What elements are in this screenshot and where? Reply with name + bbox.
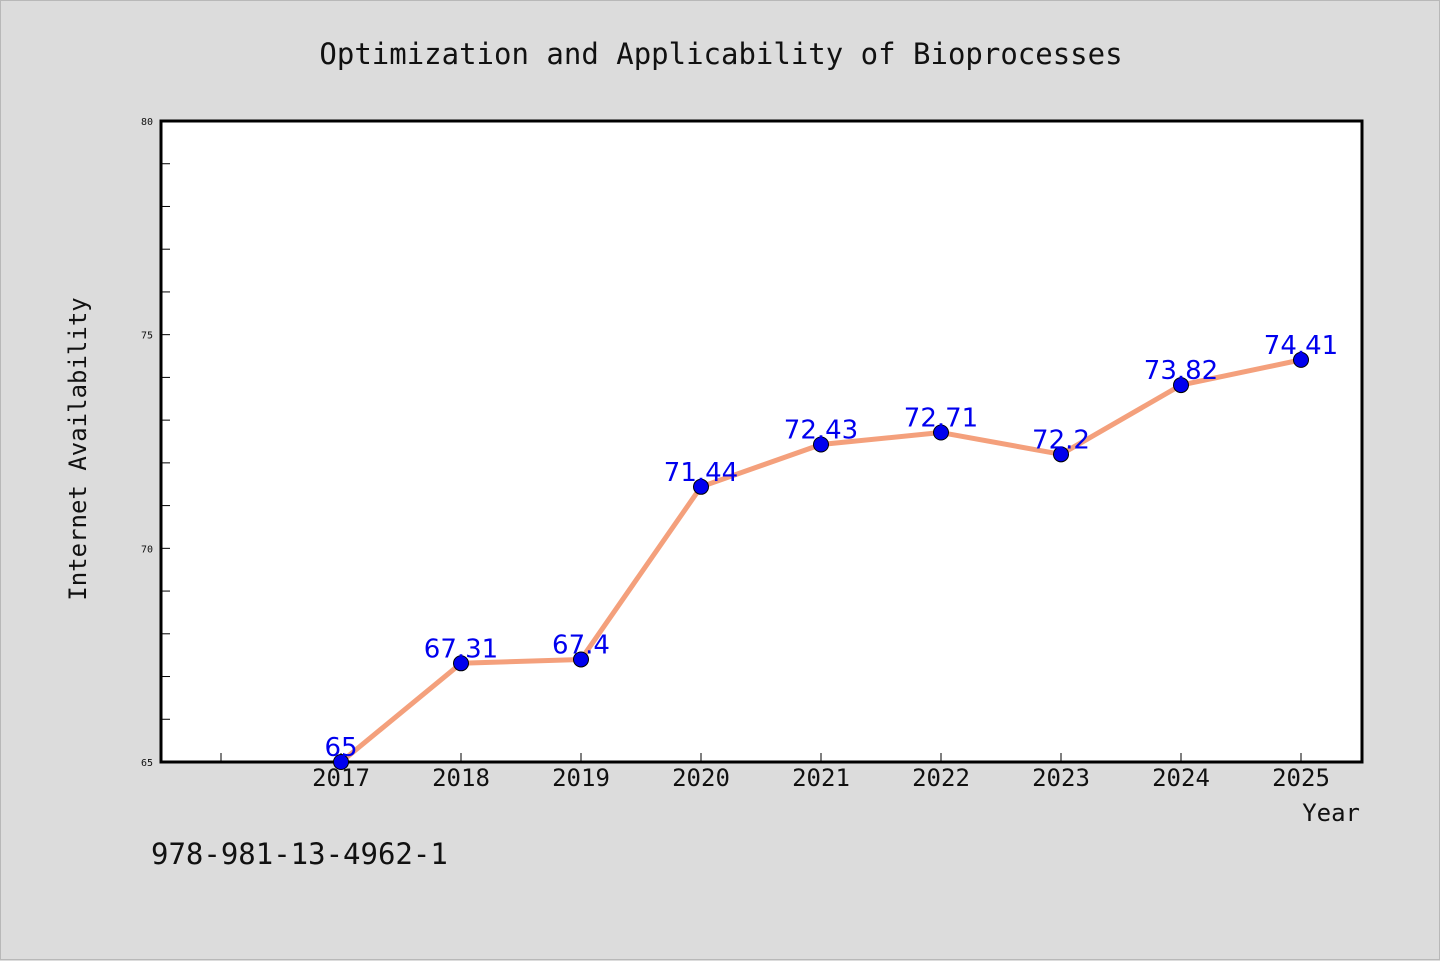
x-tick-label: 2023 (1032, 764, 1090, 792)
data-label: 72.2 (1032, 425, 1090, 455)
x-tick-label: 2025 (1272, 764, 1330, 792)
data-label: 67.31 (424, 634, 498, 664)
data-label: 71.44 (664, 458, 738, 488)
y-axis: 65 70 75 80 (141, 117, 170, 769)
x-tick-label: 2019 (552, 764, 610, 792)
x-tick-label: 2020 (672, 764, 730, 792)
data-point (813, 436, 829, 453)
data-point (573, 651, 589, 668)
data-point (1053, 446, 1069, 463)
data-point (453, 655, 469, 672)
data-label: 72.71 (904, 404, 978, 434)
data-point (1293, 351, 1309, 368)
x-tick-label: 2021 (792, 764, 850, 792)
data-labels: 65 67.31 67.4 71.44 72.43 72.71 72.2 73.82 74.41 (324, 331, 1338, 763)
data-label: 72.43 (784, 415, 858, 445)
y-tick-label: 70 (141, 544, 153, 555)
x-tick-label: 2022 (912, 764, 970, 792)
chart-title: Optimization and Applicability of Biopro… (319, 37, 1122, 71)
data-point (333, 754, 349, 770)
series-markers (333, 351, 1309, 770)
data-label: 67.4 (552, 630, 610, 660)
data-label: 74.41 (1264, 331, 1338, 361)
isbn-text: 978-981-13-4962-1 (151, 837, 448, 871)
y-tick-label: 80 (141, 117, 153, 128)
plot-area (159, 119, 1364, 764)
y-tick-label: 65 (141, 758, 153, 769)
x-axis: 2017 2018 2019 2020 2021 2022 2023 2024 2025 (220, 753, 1330, 792)
x-tick-label: 2024 (1152, 764, 1210, 792)
data-point (1173, 377, 1189, 394)
y-axis-label: Internet Availability (64, 297, 92, 600)
x-tick-label: 2018 (432, 764, 490, 792)
x-axis-label: Year (1302, 799, 1360, 827)
data-label: 65 (324, 733, 357, 763)
data-point (693, 478, 709, 495)
data-label: 73.82 (1144, 356, 1218, 386)
y-tick-label: 75 (141, 331, 153, 342)
data-point (933, 424, 949, 441)
